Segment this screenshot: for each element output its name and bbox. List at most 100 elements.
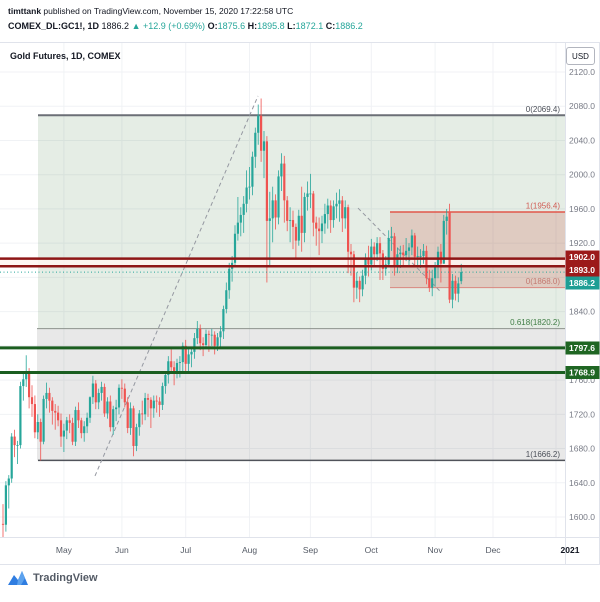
candle-body [323, 214, 326, 224]
tradingview-logo-icon[interactable] [8, 570, 28, 586]
candle-body [94, 383, 97, 403]
candle-body [16, 445, 19, 446]
svg-text:1720.0: 1720.0 [569, 409, 595, 419]
candle-body [309, 193, 312, 195]
svg-text:0(1868.0): 0(1868.0) [526, 277, 561, 286]
svg-text:Nov: Nov [428, 545, 444, 555]
candle-body [239, 214, 242, 223]
candle-body [265, 141, 268, 221]
candle-body [291, 220, 295, 227]
candle-body [22, 379, 25, 387]
svg-text:1797.6: 1797.6 [569, 343, 595, 353]
candle-body [54, 410, 57, 413]
candle-body [83, 426, 86, 434]
price-chart-canvas[interactable]: 0(2069.4) 1(1956.4) 0(1868.0) 0.618(1820.2)… [0, 42, 600, 565]
candle-body [457, 283, 460, 294]
candle-body [419, 255, 422, 257]
candle-body [376, 243, 379, 255]
candle-body [170, 361, 173, 368]
candle-body [190, 351, 193, 355]
high-label: H: [247, 21, 258, 31]
candle-body [30, 397, 34, 405]
price-change: +12.9 (+0.69%) [143, 21, 206, 31]
candle-body [297, 215, 300, 241]
candle-body [42, 398, 45, 442]
candle-body [210, 334, 213, 336]
symbol-label[interactable]: COMEX_DL:GC1!, 1D [8, 21, 100, 31]
candle-body [318, 228, 321, 232]
candle-body [425, 250, 428, 279]
open-label: O: [207, 21, 218, 31]
close-value: 1886.2 [335, 21, 363, 31]
candle-body [448, 211, 451, 300]
candle-body [181, 345, 184, 363]
candle-body [260, 115, 263, 151]
close-label: C: [325, 21, 336, 31]
candle-body [451, 280, 454, 300]
quote-row: COMEX_DL:GC1!, 1D 1886.2 ▲ +12.9 (+0.69%… [8, 21, 363, 31]
price-line-axis-label: 1797.6 [565, 341, 600, 355]
candle-body [262, 141, 266, 151]
candle-body [202, 343, 205, 346]
candle-body [422, 250, 425, 256]
candle-body [135, 427, 138, 446]
candle-body [393, 236, 396, 266]
candle-body [315, 222, 318, 229]
candle-body [97, 392, 100, 403]
currency-unit-button[interactable]: USD [566, 47, 595, 65]
candle-body [329, 205, 332, 221]
svg-text:1893.0: 1893.0 [569, 265, 595, 275]
candle-body [146, 398, 150, 400]
candle-body [286, 200, 289, 221]
svg-text:1960.0: 1960.0 [569, 204, 595, 214]
candle-body [332, 206, 335, 221]
candle-body [431, 278, 434, 288]
candle-body [257, 115, 260, 133]
candle-body [277, 176, 280, 218]
candle-body [4, 485, 7, 525]
candle-body [59, 420, 63, 437]
candle-body [161, 386, 164, 405]
svg-text:2021: 2021 [561, 545, 580, 555]
candle-body [390, 236, 393, 239]
candle-body [294, 226, 297, 241]
candle-body [402, 252, 405, 256]
candle-body [28, 372, 31, 398]
candle-body [460, 272, 463, 282]
candle-body [248, 186, 251, 188]
candle-body [222, 309, 225, 332]
svg-text:Jul: Jul [180, 545, 191, 555]
candle-body [7, 478, 10, 486]
svg-text:1902.0: 1902.0 [569, 252, 595, 262]
svg-text:Jun: Jun [115, 545, 129, 555]
candle-body [274, 200, 277, 218]
candle-body [39, 422, 42, 442]
svg-text:1760.0: 1760.0 [569, 375, 595, 385]
chart-area[interactable]: 0(2069.4) 1(1956.4) 0(1868.0) 0.618(1820.2)… [0, 42, 600, 565]
candle-body [280, 163, 283, 177]
candle-body [33, 404, 36, 433]
candle-body [196, 328, 199, 339]
candle-body [19, 386, 22, 446]
candle-body [396, 254, 399, 266]
svg-text:1768.9: 1768.9 [569, 368, 595, 378]
candle-body [338, 200, 341, 204]
candle-body [407, 247, 411, 251]
candle-body [352, 254, 355, 288]
svg-text:1600.0: 1600.0 [569, 512, 595, 522]
candle-body [65, 420, 68, 431]
tradingview-logo-text[interactable]: TradingView [33, 572, 98, 584]
candle-body [303, 196, 306, 233]
candle-body [405, 250, 408, 256]
fib-zone [390, 212, 565, 288]
candle-body [349, 251, 353, 255]
candle-body [164, 374, 167, 387]
candle-body [48, 392, 51, 401]
author-username[interactable]: timttank [8, 6, 42, 16]
byline: timttank published on TradingView.com, N… [8, 6, 293, 16]
candle-body [152, 400, 155, 409]
candle-body [103, 386, 106, 414]
byline-text: published on TradingView.com, November 1… [41, 6, 294, 16]
candle-body [25, 372, 28, 380]
